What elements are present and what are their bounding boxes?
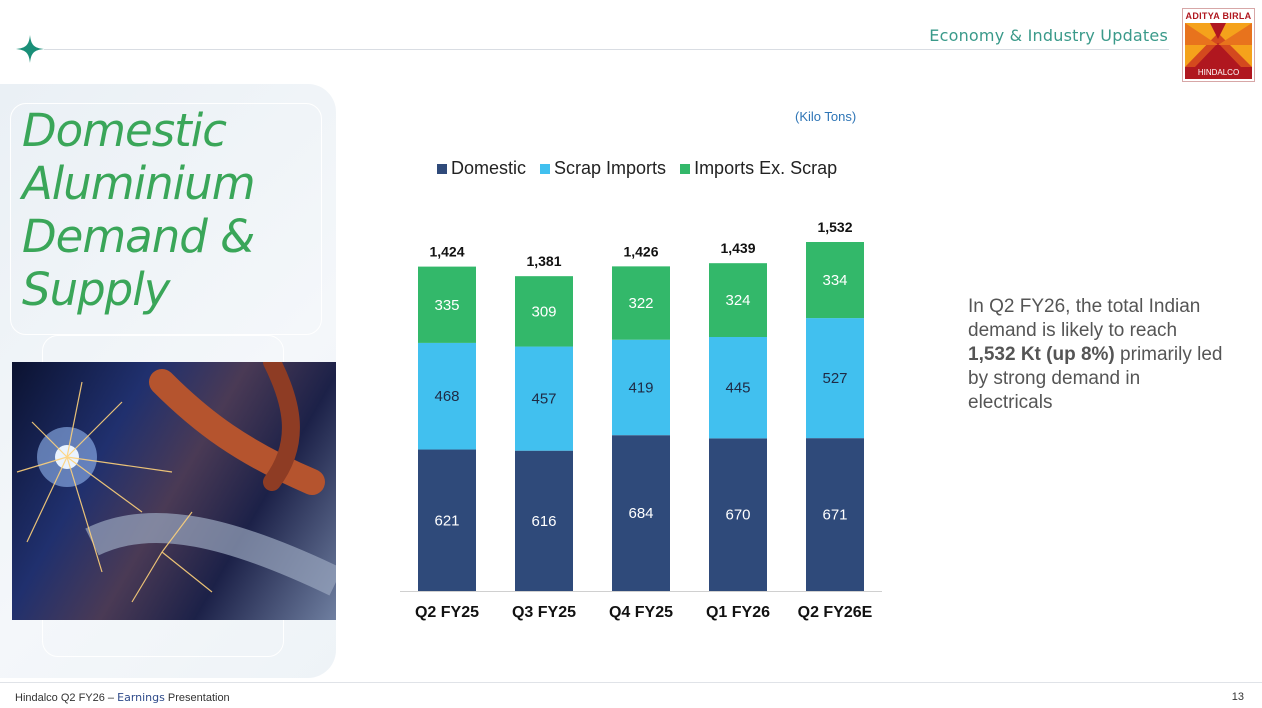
- data-label: 670: [725, 507, 750, 524]
- commentary-highlight: 1,532 Kt (up 8%): [968, 344, 1115, 365]
- data-label: 324: [725, 292, 750, 309]
- bar-segment: [612, 339, 670, 436]
- category-tick-label: Q4 FY25: [609, 604, 673, 621]
- category-tick-label: Q1 FY26: [706, 604, 770, 621]
- bar-segment: [806, 242, 864, 319]
- company-logo: ADITYA BIRLA HINDALCO: [1182, 8, 1255, 82]
- bar-segment: [418, 449, 476, 591]
- sparkle-star-icon: [16, 35, 44, 63]
- footer-prefix: Hindalco Q2 FY26 –: [15, 692, 118, 704]
- bar-segment: [515, 450, 573, 591]
- data-label: 616: [531, 513, 556, 530]
- data-label: 322: [628, 295, 653, 312]
- total-label: 1,426: [623, 243, 658, 259]
- data-label: 457: [531, 391, 556, 408]
- bar-segment: [806, 438, 864, 591]
- bar-segment: [709, 438, 767, 591]
- bar-segment: [709, 263, 767, 337]
- data-label: 621: [434, 512, 459, 529]
- page-title: Domestic Aluminium Demand & Supply: [22, 104, 256, 316]
- sparks-image: [16, 362, 336, 603]
- legend-item-scrap-imports: Scrap Imports: [540, 158, 666, 179]
- data-label: 335: [434, 297, 459, 314]
- total-label: 1,424: [429, 244, 464, 260]
- bar-segment: [418, 266, 476, 343]
- data-label: 419: [628, 379, 653, 396]
- bar-segment: [612, 266, 670, 340]
- header-divider: [44, 49, 1169, 50]
- commentary-post: primarily led by strong demand in electr…: [968, 344, 1223, 413]
- total-label: 1,532: [817, 219, 852, 235]
- welding-robot-photo: [12, 362, 336, 620]
- data-label: 671: [822, 507, 847, 524]
- chart-legend: Domestic Scrap Imports Imports Ex. Scrap: [437, 158, 837, 179]
- bar-segment: [612, 435, 670, 591]
- total-label: 1,381: [526, 253, 561, 269]
- footer-accent: Earnings: [117, 691, 165, 704]
- category-tick-label: Q2 FY25: [415, 604, 479, 621]
- data-label: 309: [531, 303, 556, 320]
- bar-segment: [515, 276, 573, 347]
- decorative-frame: [10, 103, 322, 335]
- section-title: Economy & Industry Updates: [929, 26, 1168, 45]
- data-label: 468: [434, 388, 459, 405]
- legend-swatch: [437, 163, 447, 174]
- legend-label: Scrap Imports: [554, 158, 667, 178]
- page-number: 13: [1231, 691, 1244, 703]
- logo-brand-text: ADITYA BIRLA: [1185, 11, 1252, 21]
- legend-swatch: [540, 163, 551, 174]
- commentary-pre: In Q2 FY26, the total Indian demand is l…: [968, 296, 1201, 341]
- rising-sun-logo-icon: [1185, 23, 1252, 67]
- data-label: 445: [725, 380, 750, 397]
- category-tick-label: Q3 FY25: [512, 604, 576, 621]
- data-label: 334: [822, 272, 847, 289]
- legend-item-domestic: Domestic: [437, 158, 526, 179]
- legend-label: Imports Ex. Scrap: [694, 158, 838, 178]
- logo-company-text: HINDALCO: [1185, 67, 1252, 79]
- total-label: 1,439: [720, 240, 755, 256]
- bar-segment: [806, 318, 864, 439]
- unit-label: (Kilo Tons): [795, 109, 857, 124]
- bar-segment: [709, 336, 767, 439]
- footer-divider: [0, 682, 1262, 683]
- data-label: 527: [822, 370, 847, 387]
- legend-swatch: [680, 163, 691, 174]
- footer-suffix: Presentation: [164, 692, 230, 704]
- legend-label: Domestic: [451, 158, 527, 178]
- category-tick-label: Q2 FY26E: [798, 604, 873, 621]
- legend-item-imports-ex-scrap: Imports Ex. Scrap: [680, 158, 837, 179]
- stacked-bar-chart: 621 468 335 1,424 Q2 FY25 616 457 309 1,381 Q3 FY…: [400, 219, 882, 621]
- bar-segment: [418, 342, 476, 450]
- footer-label: Hindalco Q2 FY26 – Earnings Presentation: [15, 691, 230, 704]
- commentary-text: In Q2 FY26, the total Indian demand is l…: [968, 295, 1228, 415]
- data-label: 684: [628, 505, 653, 522]
- bar-segment: [515, 346, 573, 451]
